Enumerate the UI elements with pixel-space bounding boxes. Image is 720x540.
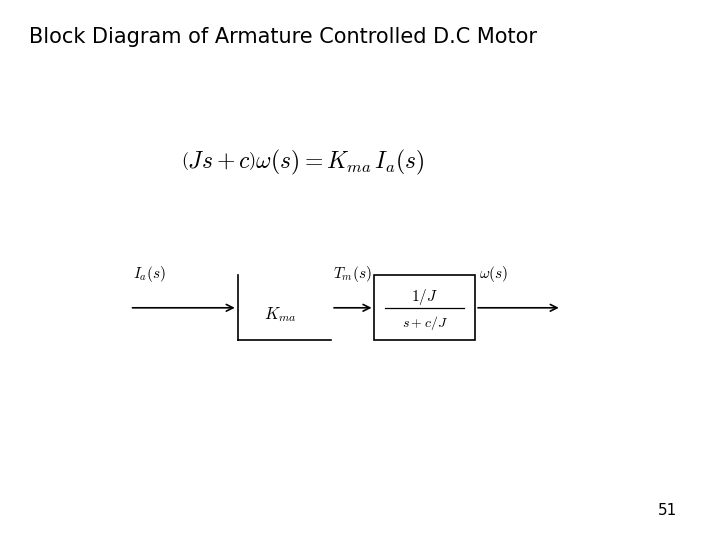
Text: $I_a(s)$: $I_a(s)$ xyxy=(133,264,166,284)
Text: $\omega(s)$: $\omega(s)$ xyxy=(479,264,508,284)
Text: 51: 51 xyxy=(657,503,677,518)
Text: $1/J$: $1/J$ xyxy=(411,287,438,307)
Bar xyxy=(374,275,475,340)
Text: $K_{ma}$: $K_{ma}$ xyxy=(264,305,296,323)
Text: $s+c/J$: $s+c/J$ xyxy=(402,314,448,332)
Text: $\left(Js + c\right)\omega(s) = K_{ma}\,I_a(s)$: $\left(Js + c\right)\omega(s) = K_{ma}\,… xyxy=(181,147,424,177)
Text: $T_m(s)$: $T_m(s)$ xyxy=(333,264,372,284)
Text: Block Diagram of Armature Controlled D.C Motor: Block Diagram of Armature Controlled D.C… xyxy=(29,27,537,47)
